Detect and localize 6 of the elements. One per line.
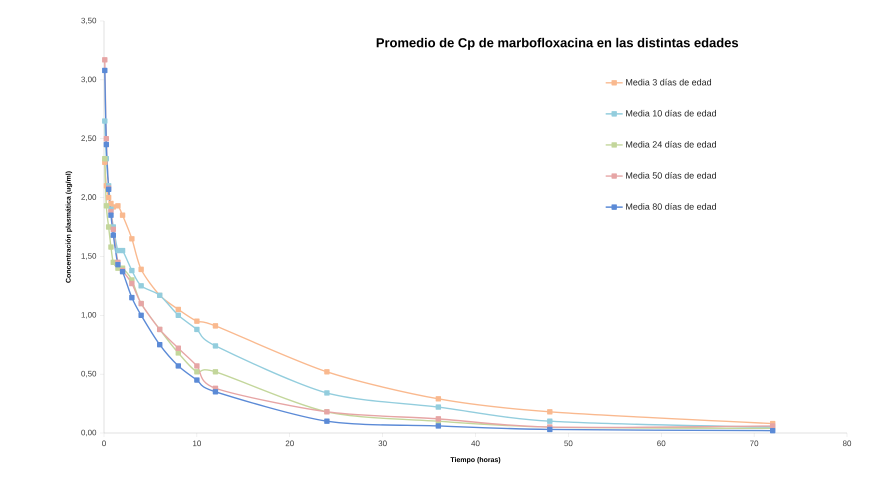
legend-label: Media 3 días de edad xyxy=(626,78,712,86)
text: Promedio de Cp de marbofloxacina en las distintas edades xyxy=(376,38,738,50)
legend-label: Media 50 días de edad xyxy=(626,172,716,179)
legend-label: Media 80 días de edad xyxy=(626,203,716,210)
legend-label: Media 10 días de edad xyxy=(626,110,716,117)
legend-label: Media 24 días de edad xyxy=(626,140,716,148)
